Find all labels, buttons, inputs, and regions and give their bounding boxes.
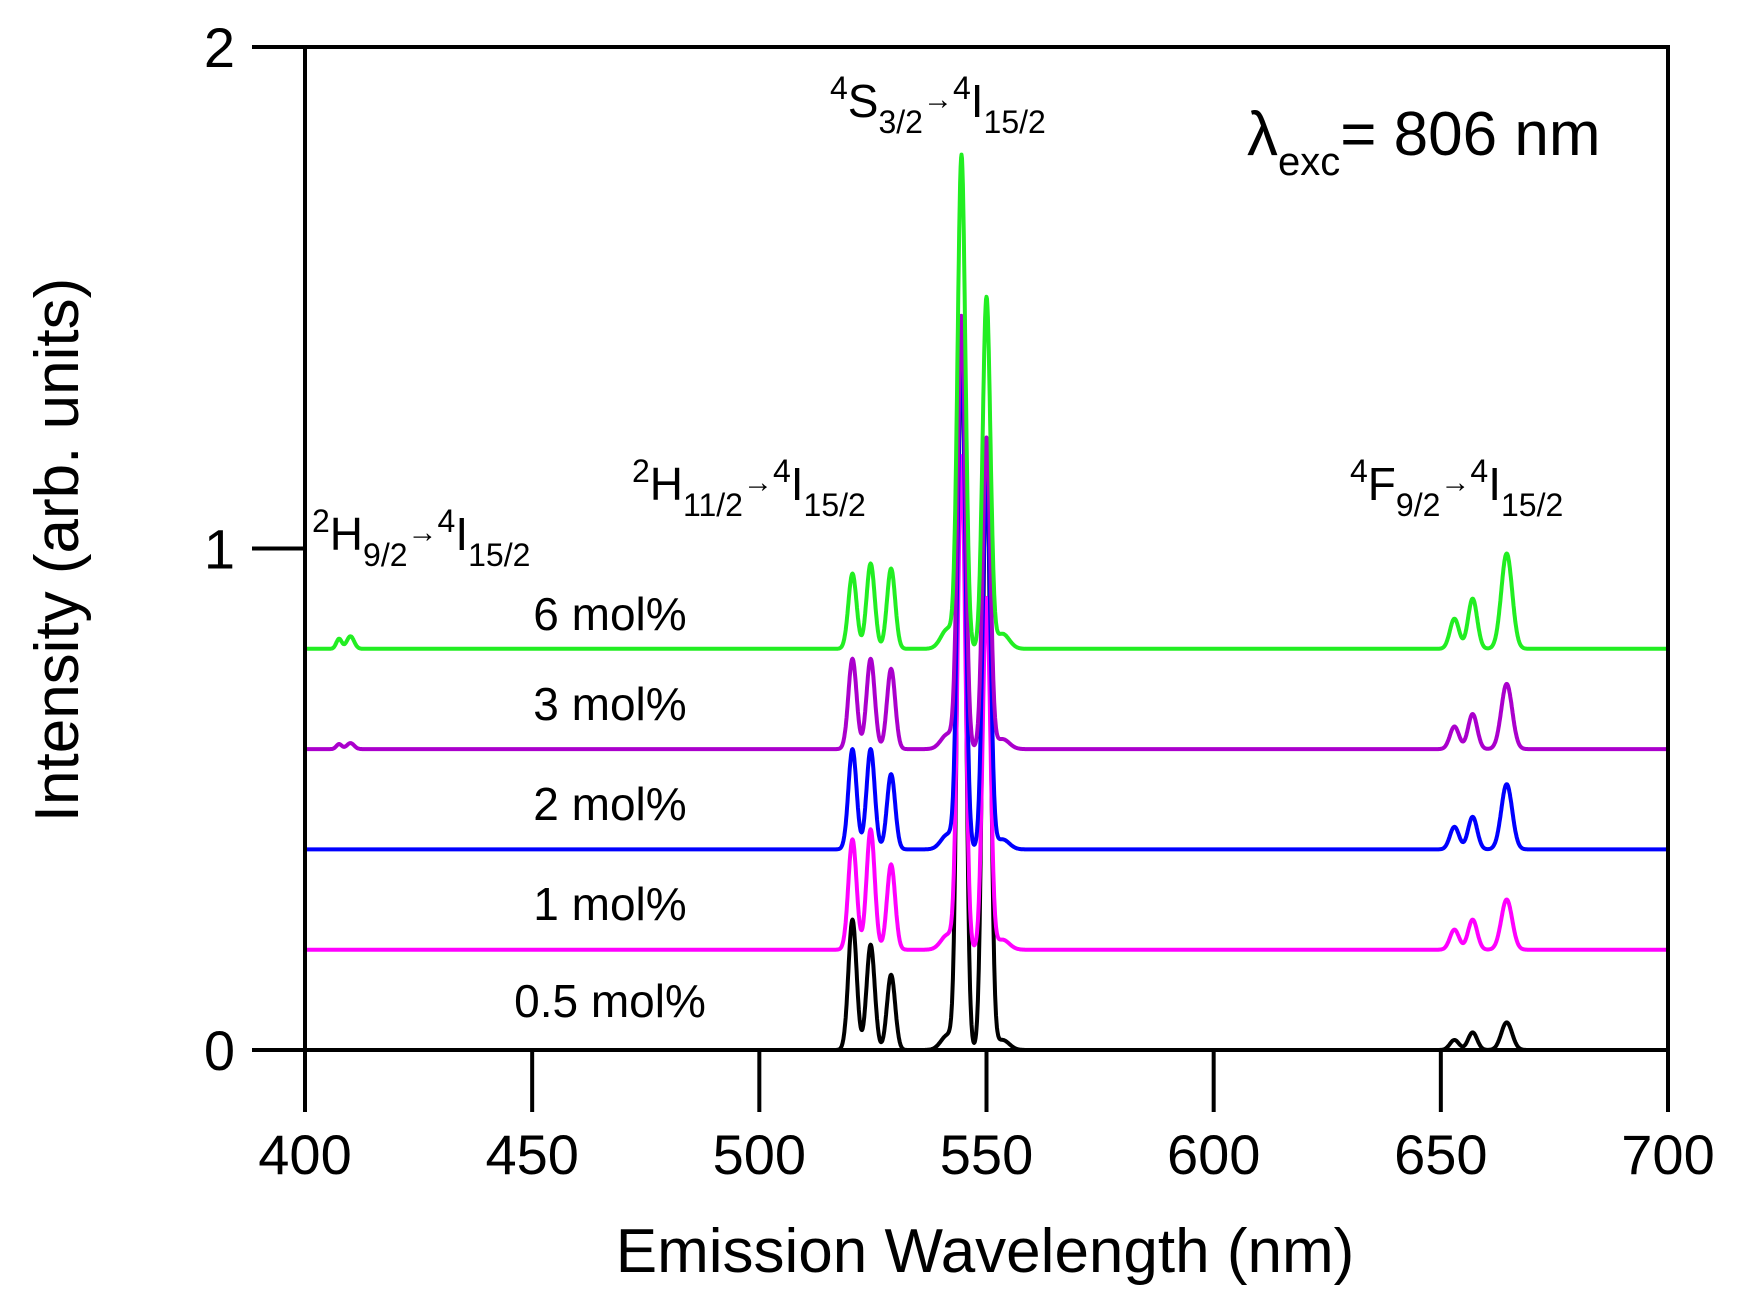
- transition-annotations: 2H9/2→4I15/2 2H11/2→4I15/2 4S3/2→4I15/2 4F9…: [312, 70, 1563, 573]
- y-tick-label: 0: [204, 1019, 235, 1082]
- x-axis-title: Emission Wavelength (nm): [616, 1217, 1355, 1286]
- series-line-3-mol: [303, 313, 1670, 752]
- series-labels: 0.5 mol% 1 mol% 2 mol% 3 mol% 6 mol%: [514, 588, 706, 1027]
- series-label: 2 mol%: [533, 778, 686, 830]
- transition-label: 2H11/2→4I15/2: [632, 453, 866, 523]
- series-line-6-mol: [303, 152, 1670, 651]
- transition-label: 4F9/2→4I15/2: [1350, 453, 1563, 523]
- series-label: 0.5 mol%: [514, 975, 706, 1027]
- x-tick-label: 500: [713, 1123, 806, 1186]
- x-tick-label: 550: [940, 1123, 1033, 1186]
- x-tick-label: 700: [1621, 1123, 1714, 1186]
- excitation-value: = 806 nm: [1340, 100, 1600, 169]
- series-label: 1 mol%: [533, 878, 686, 930]
- x-tick-label: 450: [485, 1123, 578, 1186]
- excitation-sub: exc: [1278, 140, 1340, 184]
- transition-label: 4S3/2→4I15/2: [830, 70, 1046, 140]
- x-tick-label: 650: [1394, 1123, 1487, 1186]
- y-tick-label: 2: [204, 16, 235, 79]
- x-tick-label: 400: [258, 1123, 351, 1186]
- y-axis-title: Intensity (arb. units): [23, 278, 92, 822]
- series-label: 6 mol%: [533, 588, 686, 640]
- x-ticks: 400 450 500 550 600 650 700: [258, 1050, 1715, 1186]
- series-label: 3 mol%: [533, 678, 686, 730]
- series-layer: [303, 152, 1670, 1052]
- x-tick-label: 600: [1167, 1123, 1260, 1186]
- y-tick-label: 1: [204, 518, 235, 581]
- series-line-1-mol: [303, 454, 1670, 952]
- y-ticks: 0 1 2: [204, 16, 305, 1082]
- transition-label: 2H9/2→4I15/2: [312, 503, 530, 573]
- excitation-symbol: λ: [1247, 100, 1278, 169]
- series-line-2-mol: [303, 343, 1670, 852]
- excitation-label: λexc= 806 nm: [1247, 100, 1600, 184]
